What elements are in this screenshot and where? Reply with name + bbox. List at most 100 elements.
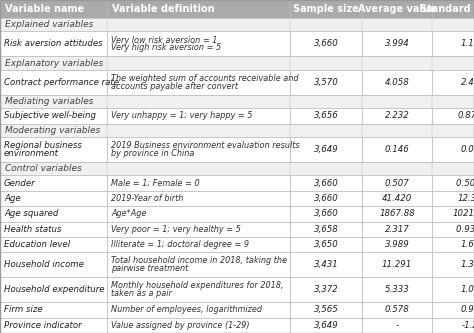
Text: 0.8706: 0.8706 (458, 112, 474, 121)
Bar (290, 70, 362, 95)
Bar (362, 318, 432, 333)
Text: 3,660: 3,660 (314, 209, 338, 218)
Bar (290, 206, 362, 221)
Bar (290, 0, 362, 18)
Text: 3,372: 3,372 (314, 285, 338, 294)
Text: 0.500 1: 0.500 1 (456, 179, 474, 188)
Bar (362, 252, 432, 277)
Text: 1.095: 1.095 (461, 285, 474, 294)
Text: Explanatory variables: Explanatory variables (5, 59, 103, 68)
Text: Firm size: Firm size (4, 305, 43, 314)
Bar (0, 18, 474, 31)
Bar (107, 191, 290, 206)
Text: Variable name: Variable name (5, 4, 84, 14)
Bar (432, 31, 474, 56)
Text: environment: environment (4, 149, 59, 158)
Bar (290, 277, 362, 302)
Bar (107, 277, 290, 302)
Bar (107, 175, 290, 191)
Text: Mediating variables: Mediating variables (5, 97, 93, 106)
Bar (0, 137, 107, 162)
Text: Very unhappy = 1; very happy = 5: Very unhappy = 1; very happy = 5 (111, 112, 252, 121)
Text: 3,658: 3,658 (314, 225, 338, 234)
Bar (362, 137, 432, 162)
Bar (362, 108, 432, 124)
Bar (290, 252, 362, 277)
Text: 0.930 1: 0.930 1 (456, 225, 474, 234)
Bar (0, 191, 107, 206)
Text: Illiterate = 1; doctoral degree = 9: Illiterate = 1; doctoral degree = 9 (111, 240, 249, 249)
Bar (0, 221, 107, 237)
Text: 2.317: 2.317 (384, 225, 410, 234)
Bar (432, 277, 474, 302)
Text: Health status: Health status (4, 225, 62, 234)
Bar (107, 302, 290, 318)
Text: 0.507: 0.507 (384, 179, 410, 188)
Bar (0, 318, 107, 333)
Text: Total household income in 2018, taking the: Total household income in 2018, taking t… (111, 256, 287, 265)
Text: Variable definition: Variable definition (112, 4, 215, 14)
Text: 3,656: 3,656 (314, 112, 338, 121)
Text: 3,649: 3,649 (314, 145, 338, 154)
Bar (0, 70, 107, 95)
Text: Moderating variables: Moderating variables (5, 126, 100, 135)
Text: 1.153: 1.153 (461, 39, 474, 48)
Bar (107, 0, 290, 18)
Text: 3,565: 3,565 (314, 305, 338, 314)
Bar (0, 95, 474, 108)
Bar (290, 31, 362, 56)
Text: 2019-Year of birth: 2019-Year of birth (111, 194, 183, 203)
Bar (432, 191, 474, 206)
Text: Household expenditure: Household expenditure (4, 285, 104, 294)
Bar (432, 70, 474, 95)
Text: 1.354: 1.354 (461, 260, 474, 269)
Bar (107, 70, 290, 95)
Text: Very high risk aversion = 5: Very high risk aversion = 5 (111, 43, 221, 52)
Text: Age squared: Age squared (4, 209, 58, 218)
Bar (107, 318, 290, 333)
Text: by province in China: by province in China (111, 149, 194, 158)
Bar (362, 221, 432, 237)
Bar (432, 108, 474, 124)
Text: Gender: Gender (4, 179, 36, 188)
Bar (0, 162, 474, 175)
Bar (0, 302, 107, 318)
Text: 3,649: 3,649 (314, 321, 338, 330)
Text: 3,660: 3,660 (314, 194, 338, 203)
Bar (432, 221, 474, 237)
Bar (107, 206, 290, 221)
Text: 0.578: 0.578 (384, 305, 410, 314)
Bar (290, 302, 362, 318)
Bar (362, 175, 432, 191)
Bar (0, 124, 474, 137)
Text: 3,570: 3,570 (314, 78, 338, 87)
Text: pairwise treatment: pairwise treatment (111, 264, 188, 273)
Text: Male = 1; Female = 0: Male = 1; Female = 0 (111, 179, 200, 188)
Text: -1.27: -1.27 (462, 321, 474, 330)
Bar (290, 108, 362, 124)
Bar (362, 277, 432, 302)
Text: 3.994: 3.994 (384, 39, 410, 48)
Text: 1.674: 1.674 (461, 240, 474, 249)
Text: Very poor = 1; very healthy = 5: Very poor = 1; very healthy = 5 (111, 225, 241, 234)
Bar (362, 302, 432, 318)
Text: 41.420: 41.420 (382, 194, 412, 203)
Text: 3,660: 3,660 (314, 179, 338, 188)
Text: Subjective well-being: Subjective well-being (4, 112, 96, 121)
Text: 3,431: 3,431 (314, 260, 338, 269)
Text: 12.341: 12.341 (458, 194, 474, 203)
Text: 0.079: 0.079 (461, 145, 474, 154)
Bar (362, 206, 432, 221)
Bar (432, 206, 474, 221)
Bar (107, 252, 290, 277)
Text: Standard deviation: Standard deviation (420, 4, 474, 14)
Bar (0, 237, 107, 252)
Bar (432, 175, 474, 191)
Text: 3.989: 3.989 (384, 240, 410, 249)
Bar (290, 221, 362, 237)
Bar (107, 237, 290, 252)
Text: Explained variables: Explained variables (5, 20, 93, 29)
Text: Control variables: Control variables (5, 164, 82, 173)
Bar (362, 237, 432, 252)
Text: -: - (395, 321, 399, 330)
